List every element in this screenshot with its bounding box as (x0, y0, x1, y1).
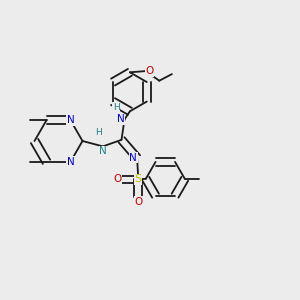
Text: H: H (113, 103, 119, 112)
Text: O: O (134, 197, 142, 207)
Text: N: N (129, 153, 137, 163)
Text: N: N (67, 157, 74, 167)
Text: O: O (146, 66, 154, 76)
Text: N: N (117, 114, 124, 124)
Text: N: N (67, 115, 74, 125)
Text: H: H (95, 128, 101, 137)
Text: N: N (99, 146, 107, 156)
Text: S: S (135, 174, 142, 184)
Text: O: O (114, 174, 122, 184)
